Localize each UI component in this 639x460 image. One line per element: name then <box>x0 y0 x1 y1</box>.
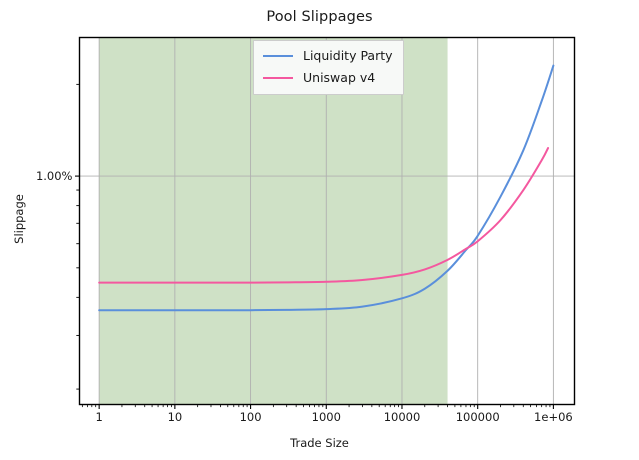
x-tick-label-100000: 100000 <box>455 410 500 424</box>
x-tick-label-10000: 10000 <box>383 410 421 424</box>
chart-legend: Liquidity Party Uniswap v4 <box>253 40 404 95</box>
series-line-uniswap-v4 <box>98 147 550 284</box>
chart-title: Pool Slippages <box>266 9 373 25</box>
legend-entry-liquidity-party[interactable]: Liquidity Party <box>254 45 403 67</box>
y-tick-label-1.00%: 1.00% <box>35 169 73 184</box>
legend-entry-uniswap-v4[interactable]: Uniswap v4 <box>254 67 403 89</box>
axes-spine <box>78 36 576 406</box>
x-tick-label-100: 100 <box>239 410 262 424</box>
legend-swatch-line-icon <box>263 77 293 79</box>
x-tick-label-1000: 1000 <box>311 410 341 424</box>
legend-entry-label: Liquidity Party <box>303 47 393 63</box>
x-tick-label-1e+06: 1e+06 <box>534 410 573 424</box>
legend-entry-label: Uniswap v4 <box>303 69 376 85</box>
series-line-liquidity-party <box>98 64 555 312</box>
y-axis-label: Slippage <box>12 194 26 244</box>
x-tick-label-10: 10 <box>167 410 183 424</box>
shaded-liquidity-range <box>99 37 448 405</box>
legend-swatch-line-icon <box>263 55 293 57</box>
x-tick-label-1: 1 <box>95 410 103 424</box>
x-axis-label: Trade Size <box>290 436 349 450</box>
